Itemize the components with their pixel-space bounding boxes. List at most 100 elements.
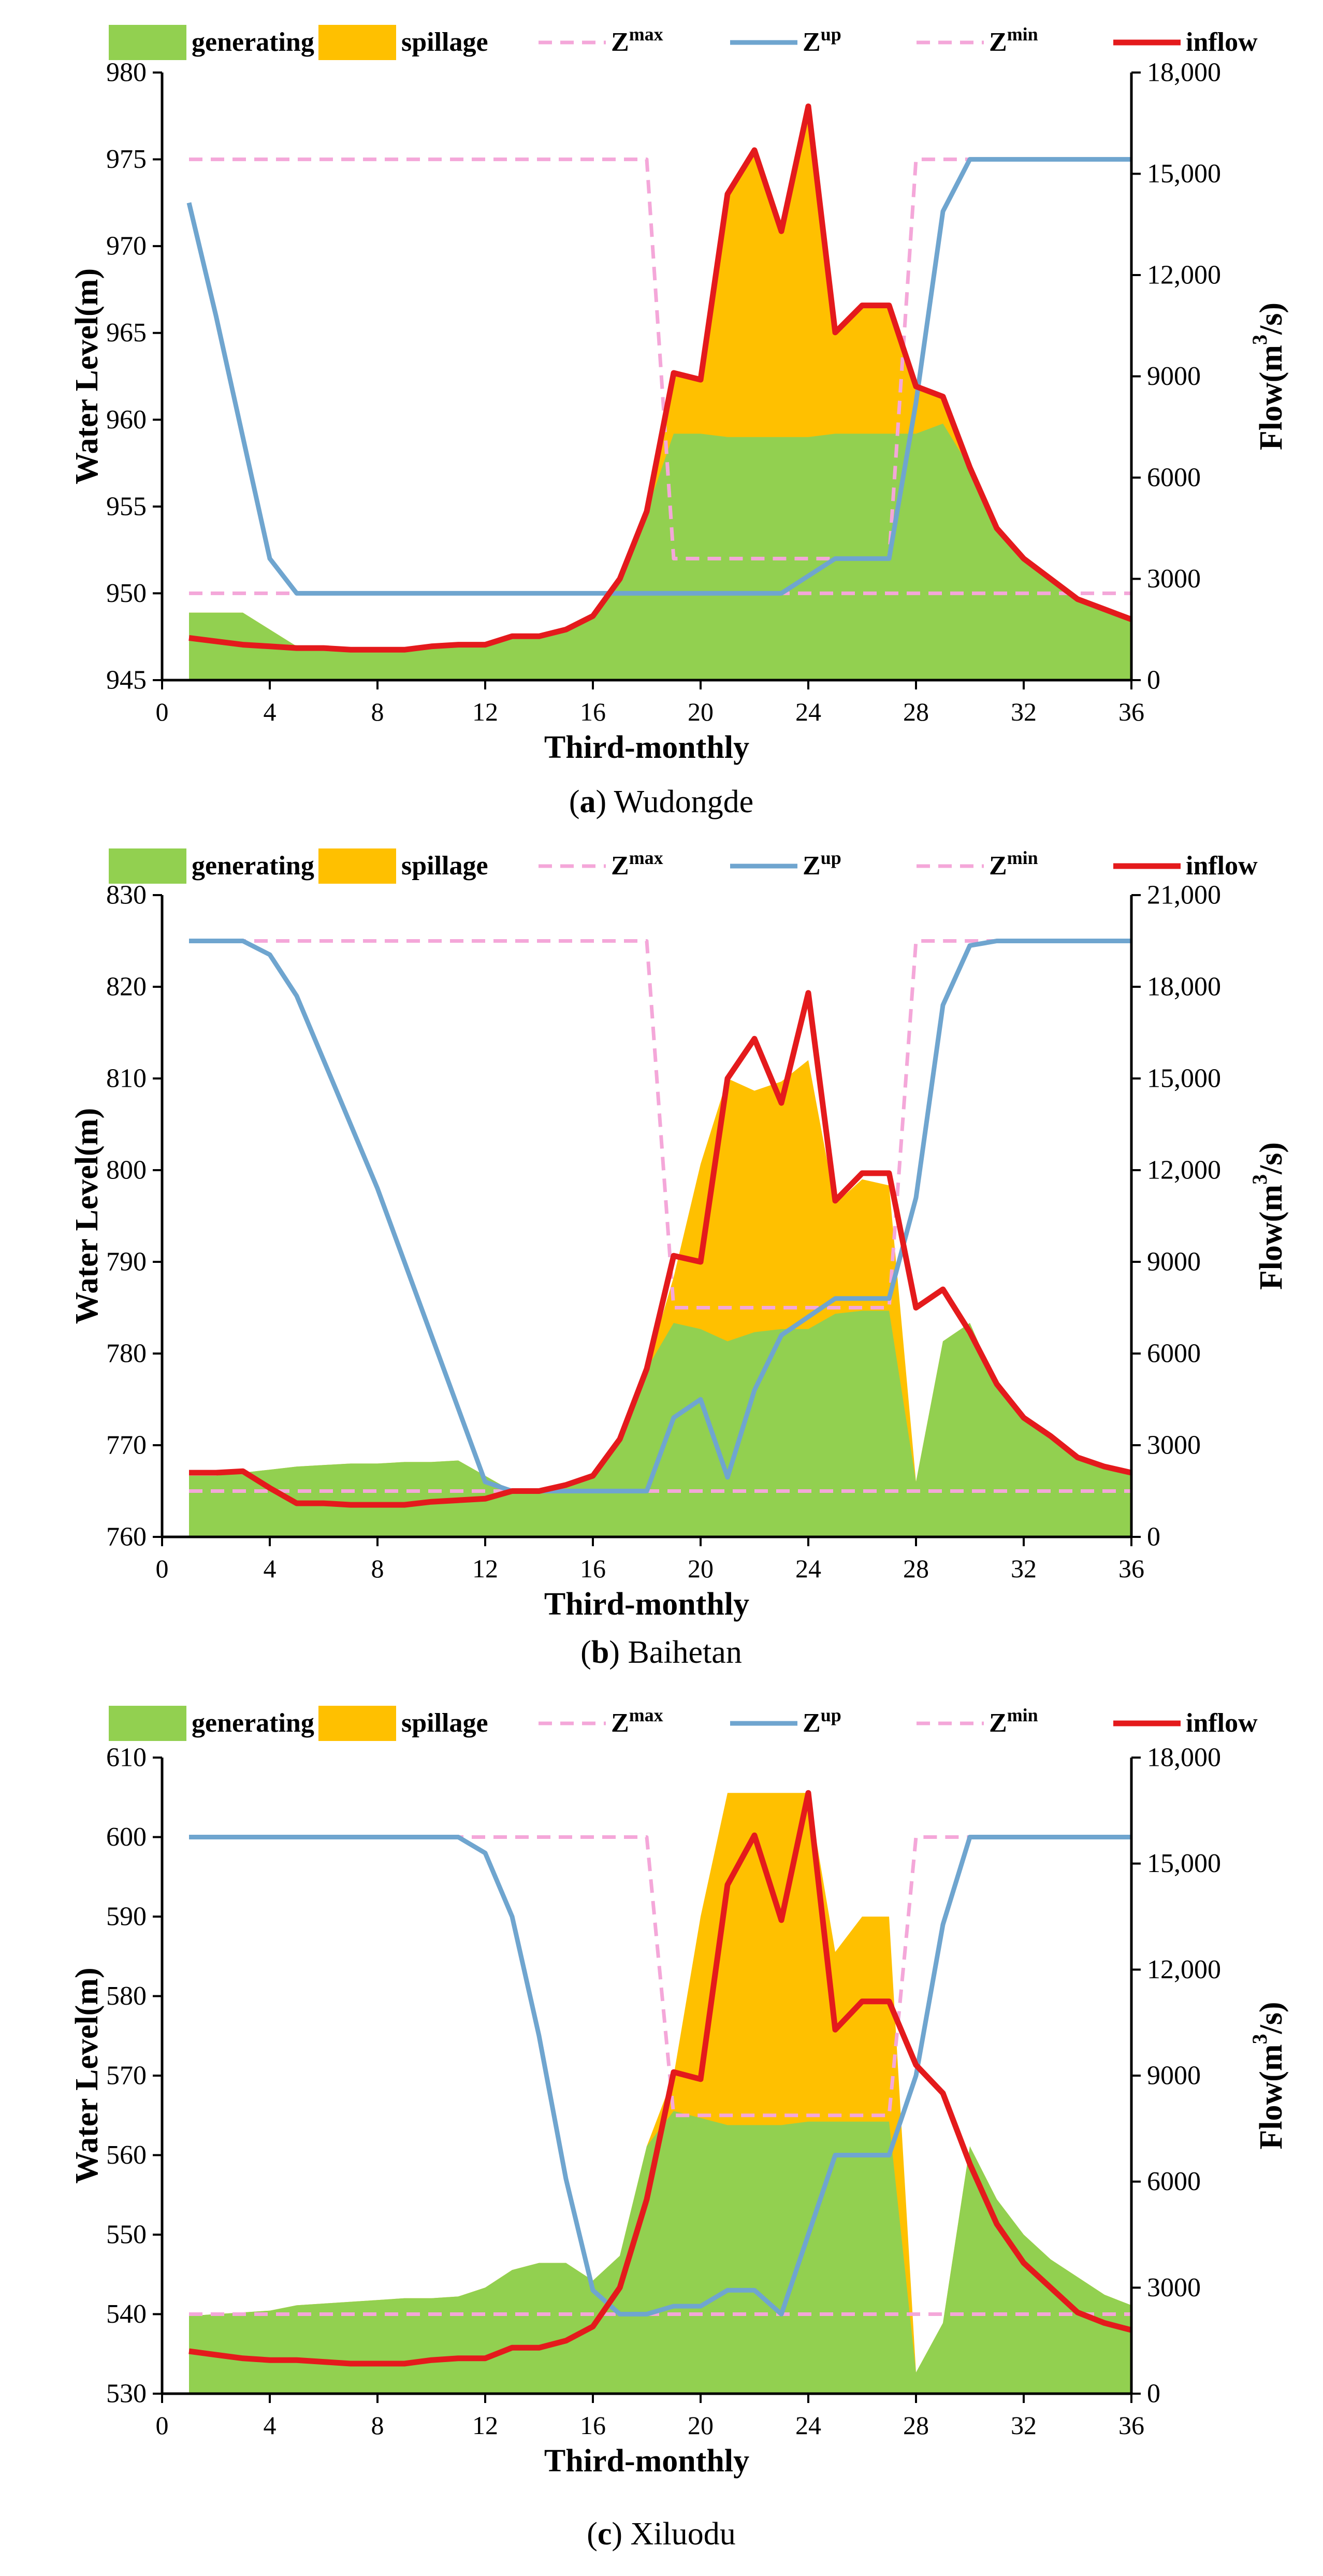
y2-tick-label: 3000 [1147,564,1201,594]
y-tick-label: 975 [106,145,147,174]
y-tick-label: 550 [106,2220,147,2250]
legend: generating spillage Zmax Zup Zmin inflow [109,847,1258,884]
y-tick-label: 560 [106,2140,147,2170]
y2-tick-label: 12,000 [1147,261,1221,290]
x-tick-label: 12 [472,2411,498,2440]
x-tick-label: 28 [903,1554,929,1583]
legend-item-inflow: inflow [1113,27,1258,57]
legend-label: Zup [803,847,841,881]
legend-label: Zmin [989,847,1038,881]
y2-tick-label: 3000 [1147,1431,1201,1460]
x-tick-label: 36 [1118,1554,1144,1583]
inflow-line [188,1790,1131,2367]
legend-label: inflow [1186,851,1258,881]
zup-line [189,1835,1131,2316]
legend-item-generating: generating [109,848,314,884]
x-tick-label: 24 [795,2411,821,2440]
y-tick-label: 530 [106,2379,147,2409]
y2-tick-label: 12,000 [1147,1156,1221,1185]
y2-tick-label: 6000 [1147,463,1201,493]
x-tick-label: 36 [1118,697,1144,726]
legend-swatch [109,25,186,60]
y-tick-label: 540 [106,2299,147,2329]
legend-item-zup: Zup [730,1705,841,1738]
y-tick-label: 790 [106,1247,147,1277]
y2-tick-label: 18,000 [1147,972,1221,1002]
y-tick-label: 600 [106,1822,147,1852]
legend-label: Zmax [611,847,663,881]
y-tick-label: 980 [106,58,147,88]
x-tick-label: 20 [688,1554,714,1583]
x-axis-title: Third-monthly [544,1587,749,1622]
y2-tick-label: 0 [1147,1522,1160,1552]
legend-item-zmin: Zmin [917,1705,1038,1738]
x-tick-label: 12 [472,697,498,726]
y-tick-label: 970 [106,232,147,261]
legend-item-zmax: Zmax [539,24,663,57]
legend: generating spillage Zmax Zup Zmin inflow [109,1705,1258,1741]
x-tick-label: 20 [688,697,714,726]
x-tick-label: 24 [795,1554,821,1583]
y-tick-label: 830 [106,881,147,910]
y-tick-label: 760 [106,1522,147,1552]
y2-tick-label: 12,000 [1147,1955,1221,1984]
plot-area [189,939,1131,1537]
inflow-line [189,990,1131,1508]
legend-item-zmax: Zmax [539,847,663,881]
y-tick-label: 955 [106,492,147,521]
x-tick-label: 0 [156,1554,169,1583]
legend-swatch [109,848,186,884]
legend-label: Zmin [989,24,1038,57]
inflow-line [188,103,1131,653]
y2-tick-label: 15,000 [1147,1064,1221,1093]
panel-caption: (c) Xiluodu [587,2516,736,2552]
generating-area [189,423,1131,680]
legend-swatch [318,25,396,60]
y-tick-label: 590 [106,1902,147,1932]
legend-swatch [109,1706,186,1741]
y-tick-label: 800 [106,1156,147,1185]
y-tick-label: 770 [106,1431,147,1460]
generating-area [189,1311,1131,1537]
y-tick-label: 950 [106,579,147,608]
legend-label: Zmin [989,1705,1038,1738]
zmax-line [189,939,1131,1309]
legend-label: spillage [401,27,488,57]
x-axis-title: Third-monthly [544,730,749,765]
y-tick-label: 610 [106,1743,147,1773]
y-tick-label: 960 [106,405,147,435]
chart-panel-2: 0 4 8 12 16 20 24 28 32 36 760 770 780 790 800 810 820 83… [69,847,1289,1670]
y2-axis-title: Flow(m3/s) [1248,303,1289,450]
x-tick-label: 16 [580,697,606,726]
legend-item-inflow: inflow [1113,851,1258,881]
plot-area [188,1790,1131,2394]
legend-label: inflow [1186,1708,1258,1738]
legend-item-generating: generating [109,25,314,60]
x-tick-label: 24 [795,697,821,726]
x-tick-label: 0 [156,697,169,726]
legend-label: generating [192,1708,314,1738]
legend-label: Zup [803,24,841,57]
legend-swatch [318,848,396,884]
x-tick-label: 32 [1011,2411,1037,2440]
y2-tick-label: 3000 [1147,2273,1201,2302]
legend-item-zup: Zup [730,847,841,881]
zup-line [186,157,1131,596]
y2-tick-label: 6000 [1147,1339,1201,1369]
y-axis-title: Water Level(m) [69,1108,105,1324]
zup-line [189,939,1131,1493]
y2-tick-label: 15,000 [1147,1849,1221,1878]
x-tick-label: 28 [903,697,929,726]
y2-tick-label: 0 [1147,666,1160,695]
legend-item-zmax: Zmax [539,1705,663,1738]
y2-axis-title: Flow(m3/s) [1248,1142,1289,1290]
legend-item-spillage: spillage [318,25,488,60]
y2-tick-label: 21,000 [1147,881,1221,910]
y2-tick-label: 18,000 [1147,1743,1221,1773]
legend-label: spillage [401,851,488,881]
x-tick-label: 16 [580,2411,606,2440]
legend-item-zmin: Zmin [917,847,1038,881]
x-tick-label: 8 [371,697,384,726]
x-tick-label: 4 [264,2411,277,2440]
